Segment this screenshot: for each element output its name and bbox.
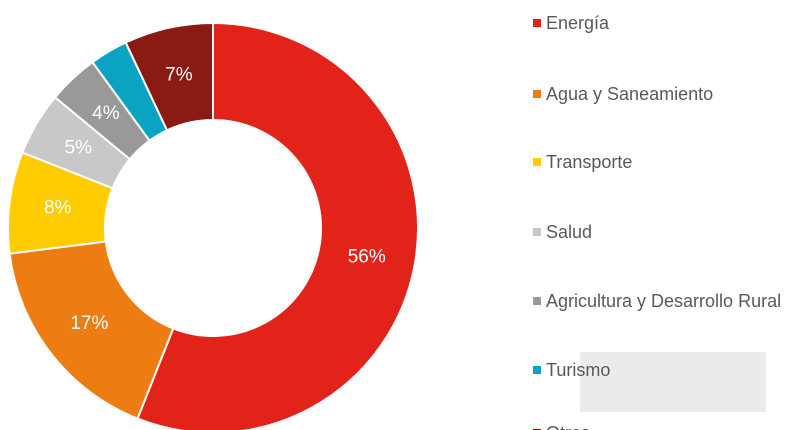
legend-swatch	[533, 90, 541, 98]
slice-label: 56%	[348, 246, 386, 267]
legend-swatch	[533, 228, 541, 236]
slice-label: 7%	[165, 64, 193, 85]
legend-label: Turismo	[546, 360, 611, 380]
legend-label: Energía	[546, 13, 610, 33]
legend-entry: Otros	[533, 422, 783, 430]
legend-label: Agricultura y Desarrollo Rural	[546, 291, 782, 311]
legend-swatch	[533, 366, 541, 374]
legend-entry: Salud	[533, 221, 783, 243]
donut-slice	[8, 240, 175, 420]
background-panel	[580, 352, 766, 412]
legend-entry: Turismo	[533, 359, 783, 381]
legend-label: Otros	[546, 422, 783, 430]
legend-swatch	[533, 158, 541, 166]
slice-label: 4%	[92, 103, 120, 124]
donut-slice	[124, 21, 214, 132]
donut-slice	[136, 21, 419, 430]
slice-label: 8%	[44, 197, 72, 218]
legend-entry: Transporte	[533, 151, 783, 173]
legend-entry: Agricultura y Desarrollo Rural	[533, 290, 783, 312]
legend-label: Salud	[546, 222, 593, 242]
legend-label: Agua y Saneamiento	[546, 84, 714, 104]
slice-label: 5%	[65, 137, 93, 158]
legend-label: Transporte	[546, 152, 633, 172]
legend-entry: Energía	[533, 12, 783, 34]
legend-swatch	[533, 297, 541, 305]
slice-label: 17%	[70, 313, 108, 334]
legend-swatch	[533, 19, 541, 27]
legend-entry: Agua y Saneamiento	[533, 83, 783, 105]
